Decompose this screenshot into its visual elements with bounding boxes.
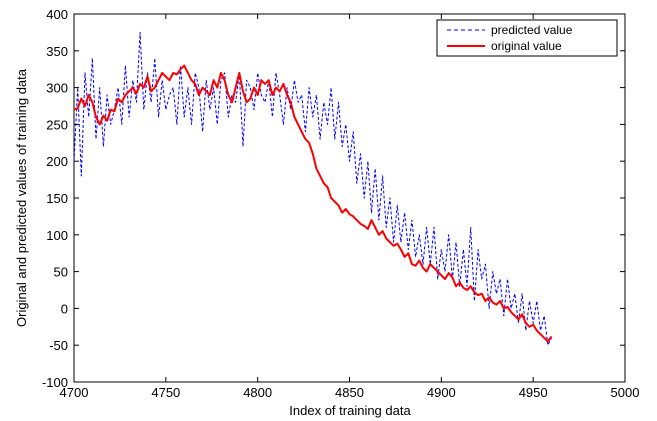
x-tick-label: 4750 [151, 385, 180, 400]
y-axis-label: Original and predicted values of trainin… [14, 68, 29, 327]
legend-box [436, 19, 618, 57]
y-tick-label: 100 [46, 228, 68, 243]
legend-label-predicted: predicted value [491, 23, 573, 37]
y-tick-label: 200 [46, 154, 68, 169]
x-tick-label: 4800 [243, 385, 272, 400]
y-tick-label: 50 [54, 265, 68, 280]
y-tick-label: 400 [46, 7, 68, 22]
legend: predicted value original value [436, 19, 618, 57]
y-tick-label: 150 [46, 191, 68, 206]
y-tick-label: -50 [49, 338, 68, 353]
series-line-original [73, 64, 553, 343]
x-tick-label: 4700 [60, 385, 89, 400]
x-tick-label: 4900 [427, 385, 456, 400]
x-tick-label: 4950 [519, 385, 548, 400]
x-axis-ticks: 4700 4750 4800 4850 4900 4950 5000 [60, 14, 640, 400]
series-layer [73, 31, 553, 346]
y-tick-label: 300 [46, 81, 68, 96]
y-axis-ticks: -100 -50 0 50 100 150 200 250 300 350 400 [42, 7, 625, 390]
y-tick-label: -100 [42, 375, 68, 390]
legend-label-original: original value [491, 39, 562, 53]
y-tick-label: 350 [46, 44, 68, 59]
plot-area [73, 13, 626, 383]
x-axis-label: Index of training data [289, 403, 411, 418]
y-tick-label: 250 [46, 117, 68, 132]
y-tick-label: 0 [61, 301, 68, 316]
series-line-predicted [73, 31, 552, 346]
x-tick-label: 4850 [335, 385, 364, 400]
x-tick-label: 5000 [611, 385, 640, 400]
